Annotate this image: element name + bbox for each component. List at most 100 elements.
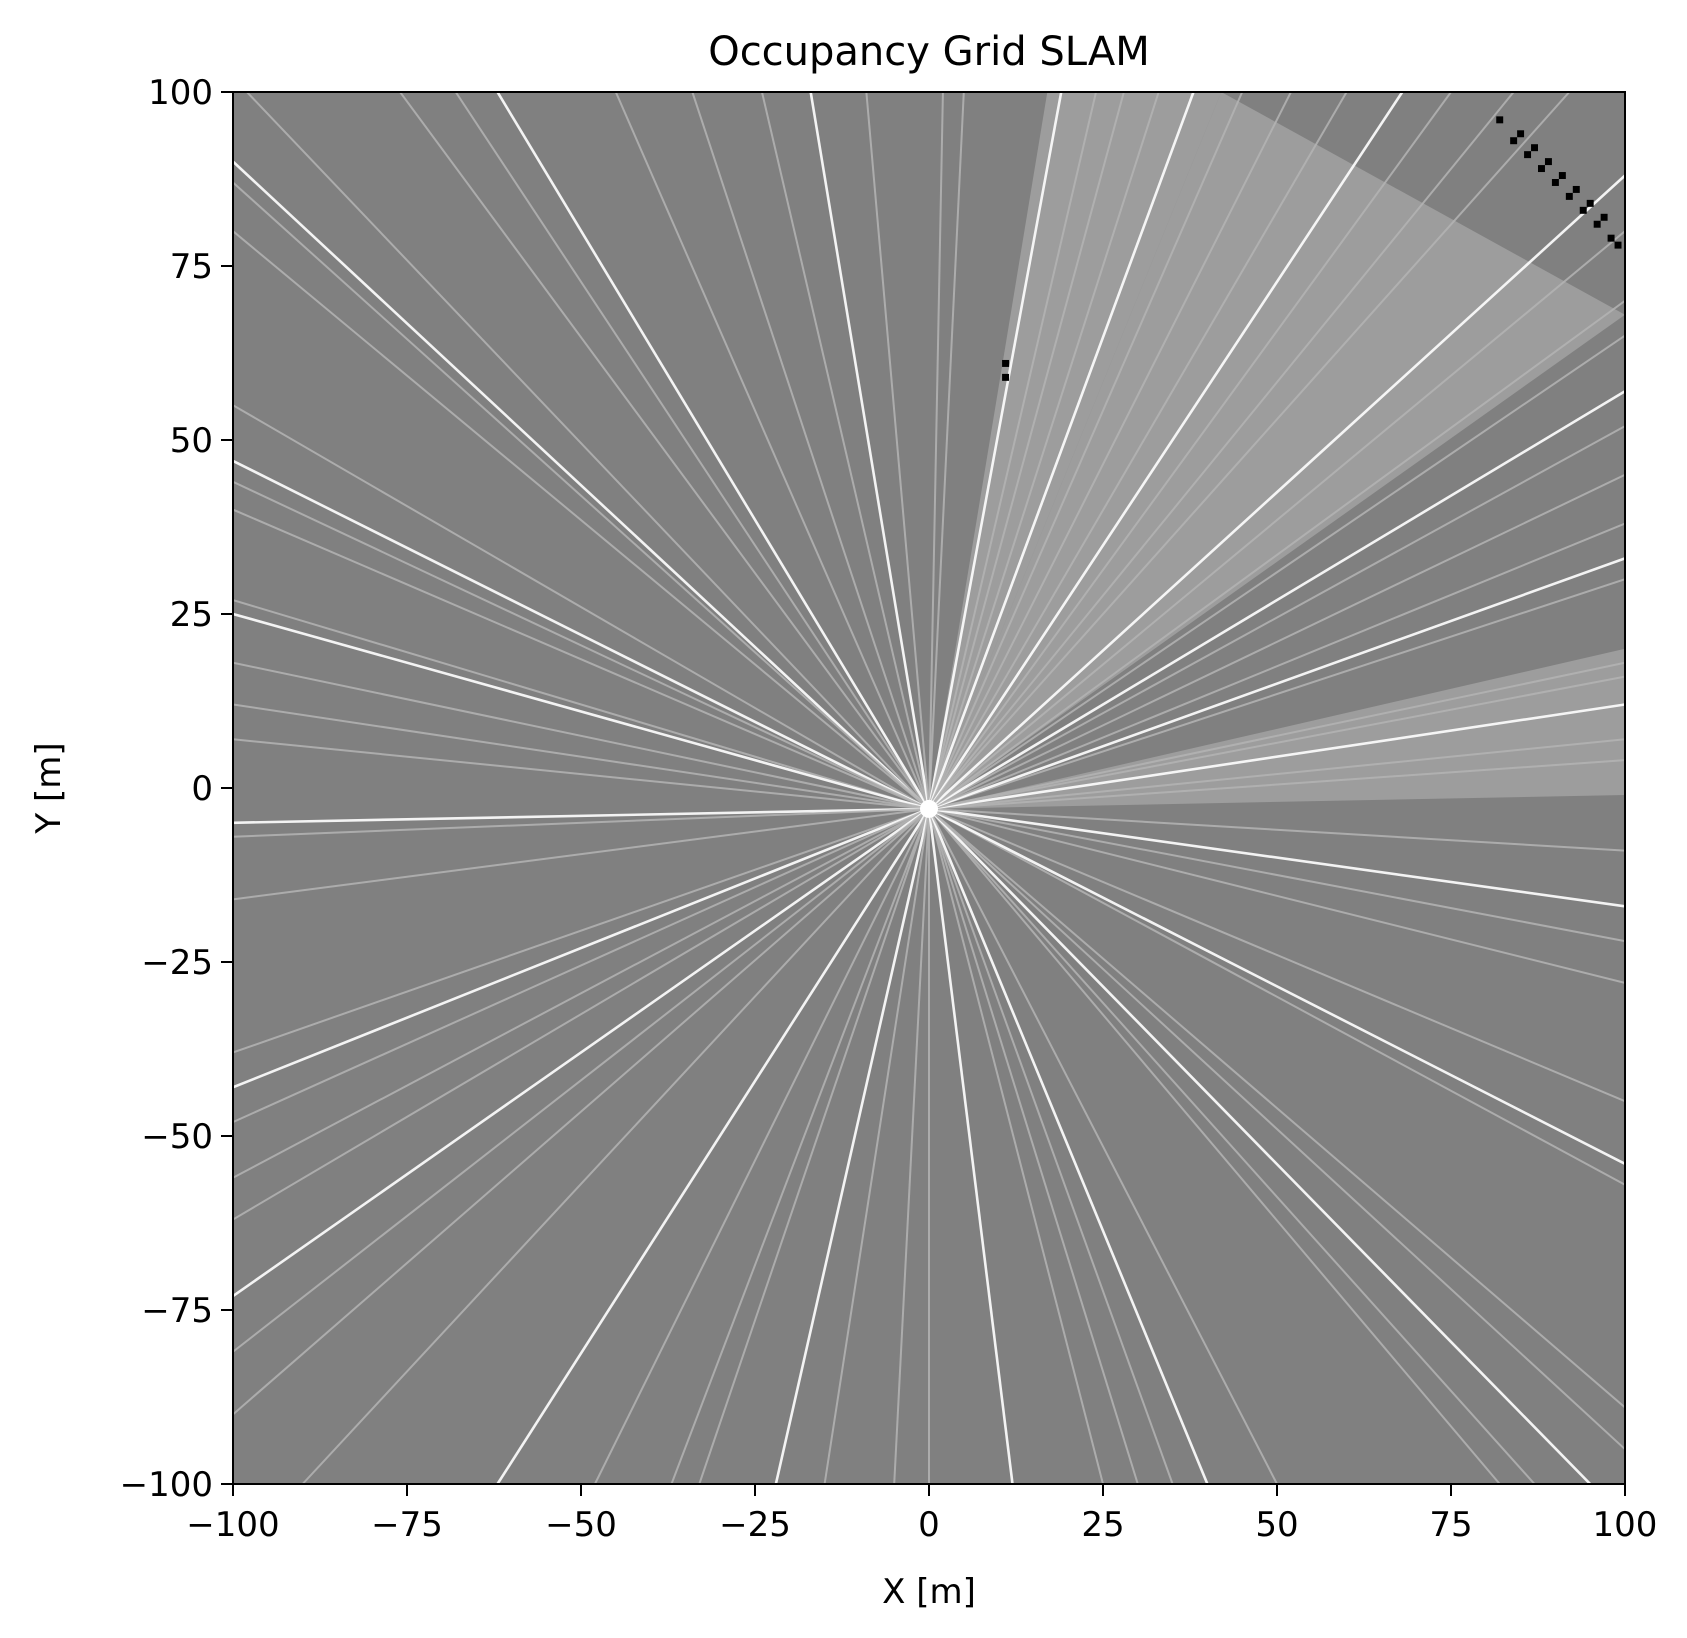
lidar-beam xyxy=(928,808,1625,1409)
chart-title: Occupancy Grid SLAM xyxy=(708,29,1150,75)
lidar-beam xyxy=(691,92,930,810)
occupied-cell xyxy=(1002,373,1010,381)
lidar-beam xyxy=(928,92,1098,810)
lidar-beam xyxy=(928,808,1104,1484)
lidar-beam xyxy=(928,92,1348,810)
occupied-cell xyxy=(1607,234,1615,242)
lidar-beam xyxy=(928,334,1625,810)
lidar-beam xyxy=(233,807,930,1298)
occupied-cell xyxy=(1510,137,1518,145)
lidar-beam xyxy=(928,92,1244,810)
lidar-beam xyxy=(927,92,1404,810)
free-space-wedges xyxy=(929,92,1625,809)
lidar-beam xyxy=(928,473,1625,810)
lidar-beam xyxy=(928,808,1625,1450)
lidar-beam xyxy=(928,808,1625,1186)
lidar-beam xyxy=(928,92,1125,810)
occupied-cell xyxy=(1586,199,1594,207)
y-tick-label: 50 xyxy=(170,421,213,461)
free-space-wedge xyxy=(929,92,1222,809)
x-tick-label: 0 xyxy=(918,1505,940,1545)
lidar-beam xyxy=(233,808,930,1416)
lidar-beam xyxy=(928,92,1160,810)
lidar-beam xyxy=(928,230,1625,810)
lidar-beam xyxy=(233,612,930,811)
y-axis-title: Y [m] xyxy=(29,742,69,834)
lidar-beam xyxy=(928,578,1625,810)
lidar-beam xyxy=(928,92,965,809)
lidar-beam xyxy=(928,807,1592,1484)
free-space-wedge xyxy=(929,92,1625,809)
lidar-beam xyxy=(233,599,930,810)
lidar-beam xyxy=(301,808,930,1484)
x-tick-label: −25 xyxy=(719,1505,791,1545)
occupied-cell xyxy=(1524,151,1532,159)
lidar-beam xyxy=(928,807,1625,943)
x-tick-label: −100 xyxy=(186,1505,279,1545)
y-tick-label: −100 xyxy=(120,1465,213,1505)
lidar-beam xyxy=(246,92,930,810)
lidar-beam xyxy=(893,808,930,1484)
occupied-cell xyxy=(1558,172,1566,179)
lidar-beam xyxy=(233,807,930,838)
lidar-beam xyxy=(928,92,944,809)
y-tick-label: 75 xyxy=(170,247,213,287)
y-tick-label: −25 xyxy=(141,943,213,983)
lidar-beam xyxy=(928,299,1625,810)
y-tick-label: −75 xyxy=(141,1291,213,1331)
lidar-beam xyxy=(233,808,930,1221)
lidar-beam xyxy=(233,181,930,810)
lidar-beam xyxy=(496,92,931,810)
lidar-beam xyxy=(698,808,930,1484)
occupied-cell xyxy=(1002,359,1010,367)
lidar-beam xyxy=(927,92,1063,810)
lidar-beam xyxy=(233,230,930,810)
occupied-cell xyxy=(1614,241,1622,249)
lidar-beam xyxy=(233,807,930,1123)
lidar-beam xyxy=(928,92,1452,810)
lidar-beam xyxy=(928,808,1174,1484)
y-tick-label: −50 xyxy=(141,1117,213,1157)
lidar-beam xyxy=(233,738,930,810)
lidar-beam xyxy=(233,404,930,810)
lidar-beam xyxy=(928,522,1625,810)
sensor-origin-marker xyxy=(920,799,938,818)
lidar-beam xyxy=(865,92,930,809)
lidar-beam xyxy=(233,508,930,810)
lidar-beam xyxy=(928,390,1625,810)
occupied-cell xyxy=(1544,158,1552,166)
lidar-beam xyxy=(928,807,1625,852)
occupied-cell xyxy=(1538,165,1545,173)
x-axis: −100 −75 −50 −25 0 25 50 75 100 xyxy=(186,1484,1657,1545)
occupied-cell xyxy=(1600,213,1608,221)
lidar-beam xyxy=(496,808,931,1484)
lidar-beam xyxy=(928,808,1536,1484)
occupied-cells xyxy=(1002,116,1622,381)
y-axis: −100 −75 −50 −25 0 25 50 75 100 xyxy=(120,73,233,1505)
occupied-cell xyxy=(1572,185,1580,193)
lidar-beam xyxy=(760,92,930,810)
y-tick-label: 25 xyxy=(170,595,213,635)
x-axis-title: X [m] xyxy=(882,1572,976,1612)
lidar-beam xyxy=(928,703,1625,811)
lidar-beam xyxy=(927,92,1195,810)
x-tick-label: 25 xyxy=(1081,1505,1124,1545)
lidar-beam xyxy=(233,808,930,1353)
lidar-beam xyxy=(928,174,1625,810)
lidar-beam xyxy=(928,807,1625,984)
lidar-beam xyxy=(928,807,1625,1103)
lidar-beam xyxy=(928,808,1278,1484)
lidar-beam xyxy=(928,807,1625,1165)
lidar-beam xyxy=(233,661,930,810)
lidar-beam xyxy=(233,807,930,901)
lidar-beam xyxy=(928,661,1625,810)
y-tick-label: 0 xyxy=(191,769,213,809)
lidar-beam xyxy=(614,92,930,810)
lidar-beam xyxy=(928,425,1625,810)
lidar-beam xyxy=(594,808,930,1484)
x-tick-label: 50 xyxy=(1255,1505,1298,1545)
y-tick-label: 100 xyxy=(148,73,213,113)
occupied-cell xyxy=(1517,130,1525,138)
lidar-beam xyxy=(774,808,931,1484)
